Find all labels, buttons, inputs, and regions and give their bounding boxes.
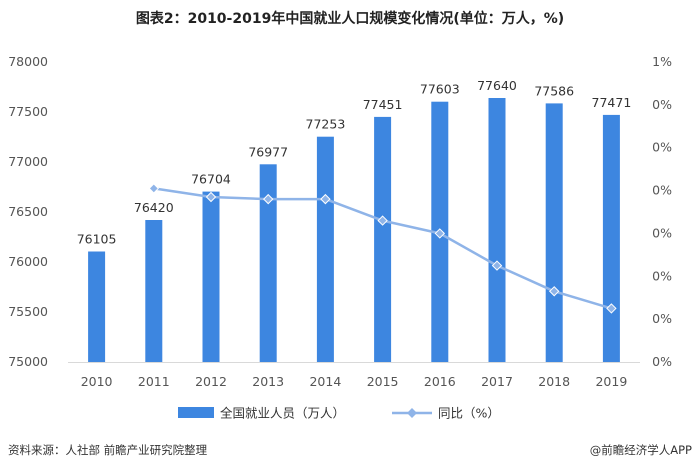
x-tick-label: 2016 bbox=[424, 374, 456, 389]
y-right-tick-label: 0% bbox=[652, 97, 672, 112]
bar-value-label: 77471 bbox=[592, 95, 632, 110]
bar bbox=[602, 114, 620, 363]
x-tick-label: 2018 bbox=[538, 374, 570, 389]
legend-bar-label: 全国就业人员（万人） bbox=[220, 406, 345, 421]
y-right-tick-label: 0% bbox=[652, 354, 672, 369]
bar bbox=[488, 98, 506, 362]
brand-note: @前瞻经济学人APP bbox=[589, 443, 692, 457]
line-point bbox=[320, 193, 331, 205]
line-point bbox=[205, 191, 217, 203]
legend-line-label: 同比（%） bbox=[438, 406, 500, 421]
bar bbox=[145, 220, 163, 362]
y-right-tick-label: 0% bbox=[652, 225, 672, 240]
bar bbox=[88, 251, 106, 362]
chart-title: 图表2：2010-2019年中国就业人口规模变化情况(单位：万人，%) bbox=[135, 11, 565, 27]
legend-line-marker bbox=[407, 408, 417, 418]
line-point bbox=[548, 286, 560, 297]
bar-value-label: 76420 bbox=[134, 200, 174, 215]
source-note: 资料来源：人社部 前瞻产业研究院整理 bbox=[8, 443, 208, 457]
line-point bbox=[434, 228, 446, 239]
bar bbox=[202, 191, 220, 362]
bar-value-label: 77640 bbox=[477, 78, 517, 93]
y-left-tick-label: 76000 bbox=[8, 254, 48, 269]
line-point bbox=[262, 193, 274, 205]
bar-value-label: 77586 bbox=[534, 83, 574, 98]
bar-value-label: 77253 bbox=[306, 117, 346, 132]
y-left-tick-label: 77500 bbox=[8, 104, 48, 119]
y-left-tick-label: 75500 bbox=[8, 304, 48, 319]
bar-value-label: 77451 bbox=[363, 97, 403, 112]
bar bbox=[316, 136, 334, 362]
y-left-tick-label: 78000 bbox=[8, 54, 48, 69]
y-right-tick-label: 0% bbox=[652, 140, 672, 155]
line-point bbox=[148, 183, 160, 194]
x-tick-label: 2017 bbox=[481, 374, 513, 389]
y-left-tick-label: 77000 bbox=[8, 154, 48, 169]
bar bbox=[374, 116, 392, 363]
x-tick-label: 2015 bbox=[367, 374, 399, 389]
x-tick-label: 2010 bbox=[81, 374, 113, 389]
bar-value-label: 77603 bbox=[420, 82, 460, 97]
bar-value-label: 76105 bbox=[77, 232, 117, 247]
x-tick-label: 2014 bbox=[309, 374, 341, 389]
x-tick-label: 2011 bbox=[138, 374, 170, 389]
y-right-tick-label: 0% bbox=[652, 268, 672, 283]
y-right-tick-label: 0% bbox=[652, 183, 672, 198]
bar bbox=[259, 164, 277, 362]
legend-bar-swatch bbox=[178, 407, 214, 418]
y-left-tick-label: 76500 bbox=[8, 204, 48, 219]
x-tick-label: 2012 bbox=[195, 374, 227, 389]
x-tick-label: 2019 bbox=[595, 374, 627, 389]
bar bbox=[545, 103, 563, 363]
y-right-tick-label: 1% bbox=[652, 54, 672, 69]
y-left-tick-label: 75000 bbox=[8, 354, 48, 369]
line-point bbox=[606, 303, 617, 314]
line-point bbox=[491, 260, 503, 271]
x-tick-label: 2013 bbox=[252, 374, 284, 389]
y-right-tick-label: 0% bbox=[652, 311, 672, 326]
bar-value-label: 76977 bbox=[248, 144, 288, 159]
line-point bbox=[377, 215, 388, 226]
bar-value-label: 76704 bbox=[191, 172, 231, 187]
